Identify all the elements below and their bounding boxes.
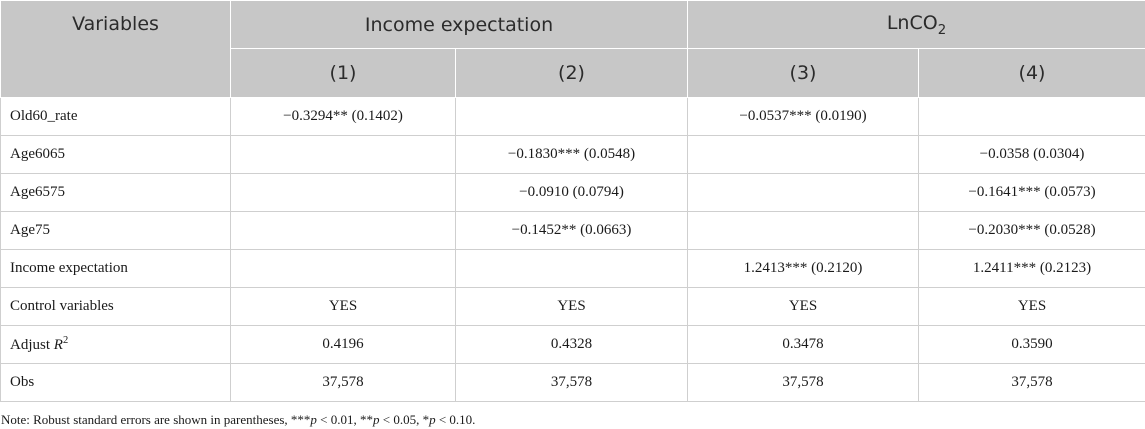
table-cell: 37,578	[230, 363, 456, 402]
header-col-3: (3)	[687, 48, 919, 98]
table-cell: 1.2411*** (0.2123)	[917, 249, 1145, 288]
note-text-1: Note: Robust standard errors are shown i…	[1, 412, 311, 427]
lnco2-subscript: 2	[937, 22, 947, 38]
table-cell: 37,578	[687, 363, 919, 402]
row-label: Age6065	[0, 135, 231, 174]
table-cell: 37,578	[917, 363, 1145, 402]
table-cell: −0.0358 (0.0304)	[917, 135, 1145, 174]
table-body: Old60_rate −0.3294** (0.1402) −0.0537***…	[0, 97, 1145, 402]
r-symbol: R	[53, 337, 63, 353]
note-p-1: p	[310, 412, 317, 427]
table-row: Age6575 −0.0910 (0.0794) −0.1641*** (0.0…	[0, 173, 1145, 212]
table-cell: 0.3478	[687, 325, 919, 364]
table-row: Age6065 −0.1830*** (0.0548) −0.0358 (0.0…	[0, 135, 1145, 174]
row-label: Age75	[0, 211, 231, 250]
note-text-3: < 0.05, *	[379, 412, 430, 427]
table-row: Obs 37,578 37,578 37,578 37,578	[0, 363, 1145, 402]
table-cell	[230, 135, 456, 174]
r-squared-superscript: 2	[62, 335, 69, 346]
header-lnco2: LnCO2	[686, 0, 1145, 49]
table-cell: YES	[455, 287, 688, 326]
table-cell	[230, 249, 456, 288]
table-cell: YES	[917, 287, 1145, 326]
row-label: Control variables	[0, 287, 231, 326]
lnco2-base: LnCO	[886, 11, 938, 34]
note-p-2: p	[373, 412, 380, 427]
table-cell: 0.4328	[455, 325, 688, 364]
table-cell: 37,578	[455, 363, 688, 402]
header-variables: Variables	[0, 0, 231, 98]
header-col-2: (2)	[455, 48, 688, 98]
table-cell: 0.4196	[230, 325, 456, 364]
table-cell	[455, 97, 688, 136]
header-row-2: (1) (2) (3) (4)	[1, 48, 1145, 98]
row-label: Adjust R2	[0, 325, 231, 364]
table-cell: −0.1830*** (0.0548)	[455, 135, 688, 174]
table-row: Income expectation 1.2413*** (0.2120) 1.…	[0, 249, 1145, 288]
note-text-4: < 0.10.	[435, 412, 476, 427]
note-text-2: < 0.01, **	[316, 412, 373, 427]
table-cell: −0.1641*** (0.0573)	[917, 173, 1145, 212]
table-cell	[687, 173, 919, 212]
table-cell	[687, 135, 919, 174]
table-cell: −0.2030*** (0.0528)	[917, 211, 1145, 250]
row-label: Income expectation	[0, 249, 231, 288]
table-cell: YES	[230, 287, 456, 326]
row-label: Old60_rate	[0, 97, 231, 136]
header-col-1: (1)	[230, 48, 456, 98]
header-row-1: Variables Income expectation LnCO2	[0, 0, 1145, 98]
regression-table: Variables Income expectation LnCO2 (1) (…	[0, 0, 1145, 402]
table-cell: −0.0537*** (0.0190)	[687, 97, 919, 136]
table-cell: −0.3294** (0.1402)	[230, 97, 456, 136]
table-cell	[455, 249, 688, 288]
table-row: Age75 −0.1452** (0.0663) −0.2030*** (0.0…	[0, 211, 1145, 250]
table-row: Adjust R2 0.4196 0.4328 0.3478 0.3590	[0, 325, 1145, 364]
row-label: Obs	[0, 363, 231, 402]
header-income-expectation: Income expectation	[230, 0, 688, 49]
table-header: Variables Income expectation LnCO2 (1) (…	[0, 0, 1145, 98]
adjust-label: Adjust	[10, 337, 54, 353]
table-cell	[687, 211, 919, 250]
table-cell	[230, 211, 456, 250]
table-note: Note: Robust standard errors are shown i…	[1, 412, 475, 428]
table-cell: YES	[687, 287, 919, 326]
header-col-4: (4)	[917, 48, 1145, 98]
table-cell	[230, 173, 456, 212]
table-cell: 0.3590	[917, 325, 1145, 364]
table-row: Control variables YES YES YES YES	[0, 287, 1145, 326]
note-p-3: p	[429, 412, 436, 427]
table-row: Old60_rate −0.3294** (0.1402) −0.0537***…	[0, 97, 1145, 136]
table-cell	[917, 97, 1145, 136]
table-cell: −0.0910 (0.0794)	[455, 173, 688, 212]
table-cell: −0.1452** (0.0663)	[455, 211, 688, 250]
row-label: Age6575	[0, 173, 231, 212]
table-cell: 1.2413*** (0.2120)	[687, 249, 919, 288]
